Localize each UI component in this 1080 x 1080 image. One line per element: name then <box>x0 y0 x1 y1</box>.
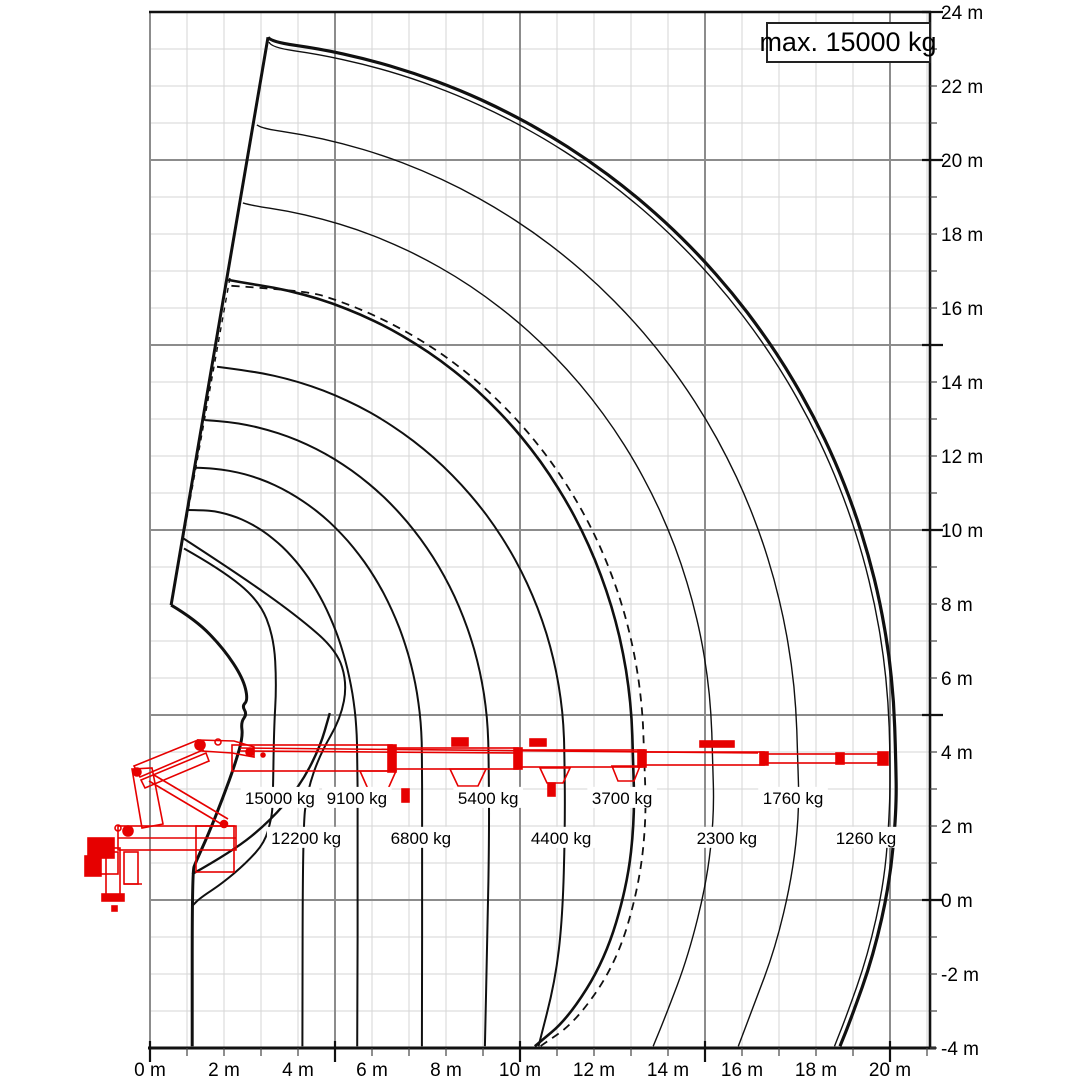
capacity-label-bg <box>831 826 901 848</box>
curve-4400kg <box>216 365 566 1047</box>
capacity-label: 4400 kg <box>531 829 592 848</box>
capacity-label-bg <box>453 786 523 808</box>
capacity-label: 9100 kg <box>327 789 388 808</box>
load-curves-layer <box>169 36 898 1048</box>
y-axis-label: 16 m <box>941 299 983 320</box>
y-axis-label: 6 m <box>941 669 973 690</box>
y-axis-label: 4 m <box>941 743 973 764</box>
y-axis-label: 0 m <box>941 891 973 912</box>
labels-layer: 15000 kg 12200 kg 9100 kg 6800 kg 5400 kg 440… <box>134 3 983 1080</box>
capacity-label: 2300 kg <box>697 829 758 848</box>
x-axis-label: 16 m <box>721 1060 763 1080</box>
inner-envelope <box>170 603 249 1047</box>
curve-3700kg-dashed-variant <box>231 284 647 1047</box>
capacity-label-bg <box>758 786 828 808</box>
curve-6800kg <box>195 466 424 1047</box>
x-axis-label: 14 m <box>647 1060 689 1080</box>
max-capacity-label: max. 15000 kg <box>759 27 936 57</box>
crane-base <box>84 824 237 912</box>
curve-2300kg <box>242 202 715 1047</box>
y-axis-label: 18 m <box>941 225 983 246</box>
x-axis-label: 6 m <box>356 1060 388 1080</box>
y-axis-label: -2 m <box>941 965 979 986</box>
mast-boundary-line <box>169 36 270 606</box>
x-axis-label: 8 m <box>430 1060 462 1080</box>
capacity-label-bg <box>322 786 392 808</box>
y-axis-label: 20 m <box>941 151 983 172</box>
curve-12200kg <box>181 536 347 1047</box>
y-axis-label: 24 m <box>941 3 983 24</box>
outer-envelope-inner-line <box>268 41 891 1047</box>
max-capacity-box: max. 15000 kg <box>759 22 937 63</box>
capacity-label: 5400 kg <box>458 789 519 808</box>
grid-layer <box>148 10 936 1050</box>
curve-1760kg <box>256 124 800 1047</box>
capacity-label: 1760 kg <box>763 789 824 808</box>
x-axis-label: 18 m <box>795 1060 837 1080</box>
mast-boundary-dashed <box>172 277 231 597</box>
x-axis-label: 10 m <box>499 1060 541 1080</box>
curve-5400kg <box>205 419 491 1047</box>
y-axis-label: 10 m <box>941 521 983 542</box>
capacity-label-bg <box>692 826 762 848</box>
outer-envelope <box>266 36 898 1047</box>
capacity-label: 3700 kg <box>592 789 653 808</box>
x-axis-label: 0 m <box>134 1060 166 1080</box>
curve-9100kg <box>186 509 359 1047</box>
capacity-label: 1260 kg <box>836 829 897 848</box>
capacity-label-bg <box>587 786 657 808</box>
y-axis-label: 2 m <box>941 817 973 838</box>
x-axis-label: 12 m <box>573 1060 615 1080</box>
capacity-label-bg <box>240 786 320 808</box>
capacity-label: 12200 kg <box>271 829 341 848</box>
x-axis-label: 4 m <box>282 1060 314 1080</box>
capacity-label-bg <box>266 826 346 848</box>
x-axis-label: 20 m <box>869 1060 911 1080</box>
crane-illustration <box>84 737 889 912</box>
y-axis-label: 12 m <box>941 447 983 468</box>
capacity-label: 6800 kg <box>391 829 452 848</box>
y-axis-label: -4 m <box>941 1039 979 1060</box>
curve-3700kg <box>227 278 636 1048</box>
capacity-label: 15000 kg <box>245 789 315 808</box>
crane-knuckle-and-arm <box>131 738 266 829</box>
y-axis-label: 14 m <box>941 373 983 394</box>
x-axis-label: 2 m <box>208 1060 240 1080</box>
capacity-label-bg <box>526 826 596 848</box>
capacity-label-bg <box>386 826 456 848</box>
y-axis-label: 8 m <box>941 595 973 616</box>
y-axis-label: 22 m <box>941 77 983 98</box>
